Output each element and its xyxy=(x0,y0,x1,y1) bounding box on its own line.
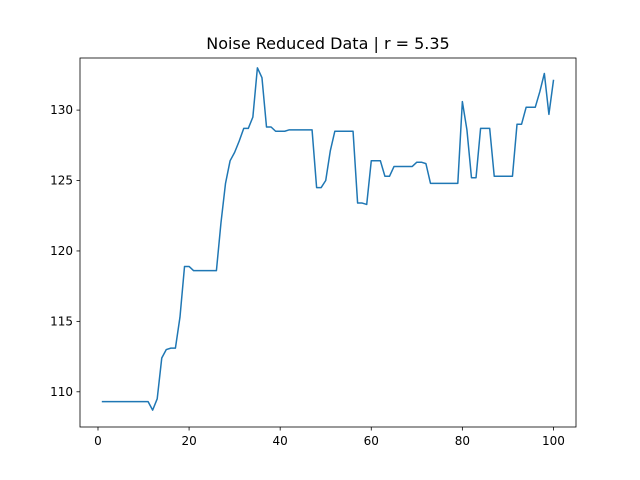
y-tick-label: 125 xyxy=(50,174,73,188)
x-tick-label: 20 xyxy=(181,434,196,448)
ticks-layer: 0 20 40 60 80 100 110 115 120 125 130 xyxy=(50,103,565,448)
x-tick-label: 80 xyxy=(455,434,470,448)
x-tick-label: 100 xyxy=(542,434,565,448)
plot-area-frame xyxy=(79,57,577,428)
x-tick-label: 0 xyxy=(94,434,102,448)
y-tick-label: 110 xyxy=(50,385,73,399)
chart-title: Noise Reduced Data | r = 5.35 xyxy=(206,34,449,53)
x-tick-label: 40 xyxy=(273,434,288,448)
y-tick-label: 130 xyxy=(50,103,73,117)
y-tick-label: 120 xyxy=(50,244,73,258)
series-line xyxy=(101,67,555,411)
series-layer xyxy=(101,67,555,411)
x-tick-label: 60 xyxy=(364,434,379,448)
y-tick-label: 115 xyxy=(50,314,73,328)
